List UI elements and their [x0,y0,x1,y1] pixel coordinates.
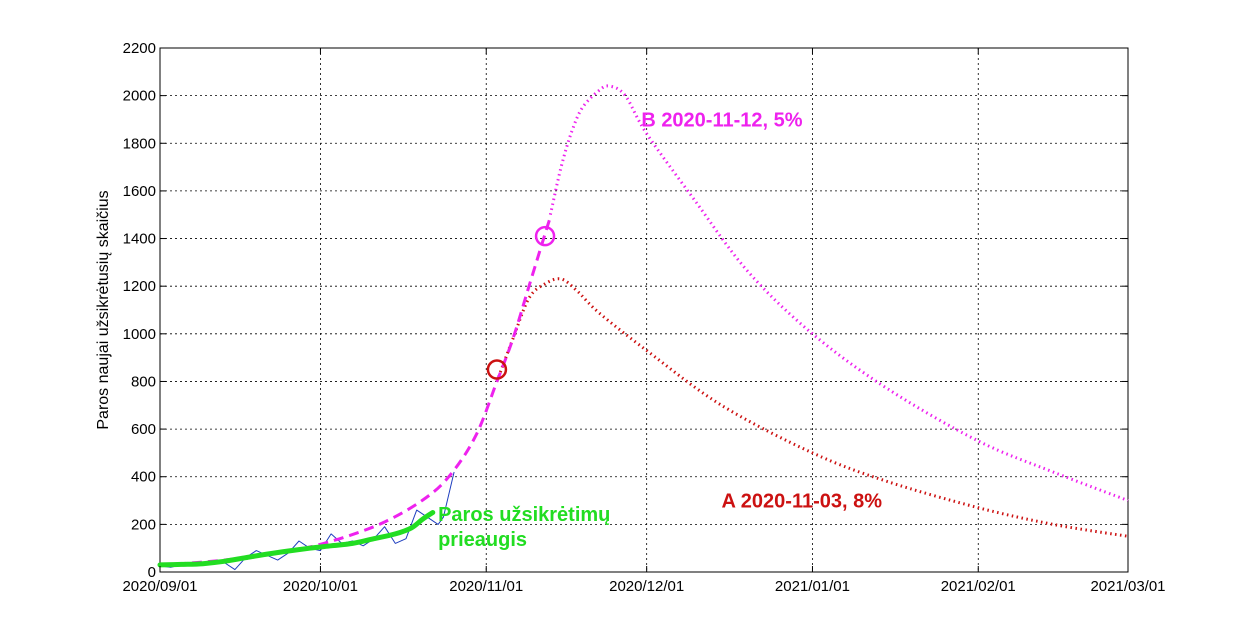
x-tick-label: 2021/03/01 [1090,578,1165,595]
grid [160,48,1128,572]
series-layer [157,84,1129,571]
y-tick-label: 1600 [123,183,156,200]
marker-circle [534,225,556,247]
y-tick-label: 1200 [123,278,156,295]
y-tick-label: 1000 [123,326,156,343]
y-axis-label: Paros naujai užsikrėtusių skaičius [95,190,112,429]
annotation-label-green: Paros užsikrėtimų prieaugis [438,504,610,551]
y-tick-label: 1800 [123,135,156,152]
y-tick-label: 400 [131,469,156,486]
y-axis: 0 200 400 600 800 1000 1200 1400 1600 1800 2000 220… [123,40,1128,581]
x-tick-label: 2021/01/01 [775,578,850,595]
x-tick-label: 2020/10/01 [283,578,358,595]
annotation-label-b: B 2020-11-12, 5% [641,110,802,132]
x-tick-label: 2020/09/01 [122,578,197,595]
marker-layer [486,225,556,380]
x-tick-label: 2020/11/01 [449,578,523,595]
y-tick-label: 200 [131,516,156,533]
annotations: B 2020-11-12, 5% A 2020-11-03, 8% Paros už… [438,110,882,551]
series-smoothed [157,510,436,568]
x-tick-label: 2020/12/01 [609,578,684,595]
y-tick-label: 0 [148,564,156,581]
annotation-label-a: A 2020-11-03, 8% [722,491,883,513]
y-tick-label: 600 [131,421,156,438]
y-tick-label: 2000 [123,88,156,105]
y-tick-label: 2200 [123,40,156,57]
x-axis: 2020/09/01 2020/10/01 2020/11/01 2020/12/01… [122,48,1166,595]
plot-frame [159,47,1129,573]
series-scenario-a [495,277,1129,538]
marker-circle [486,359,508,380]
x-tick-label: 2021/02/01 [941,578,1016,595]
y-tick-label: 1400 [123,231,156,248]
y-tick-label: 800 [131,373,156,390]
